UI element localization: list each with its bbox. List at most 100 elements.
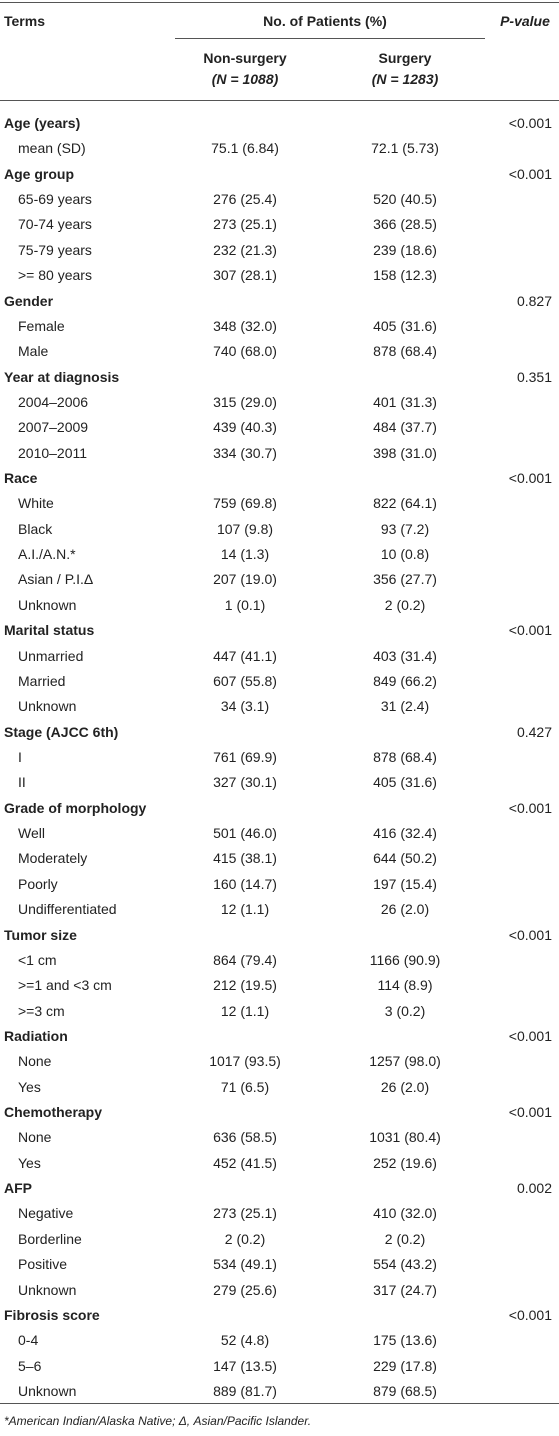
surgery-cell: 175 (13.6) (373, 1332, 437, 1349)
section-title: Gender (4, 292, 54, 309)
non-surgery-cell: 307 (28.1) (213, 267, 277, 284)
non-surgery-cell: 276 (25.4) (213, 191, 277, 208)
row-label: II (18, 774, 26, 791)
non-surgery-cell: 12 (1.1) (220, 1002, 270, 1019)
surgery-cell: 229 (17.8) (373, 1357, 437, 1374)
surgery-cell: 410 (32.0) (373, 1205, 437, 1222)
header-group: No. of Patients (%) (263, 13, 387, 29)
section-title: AFP (4, 1180, 32, 1197)
non-surgery-cell: 534 (49.1) (213, 1256, 277, 1273)
non-surgery-cell: 334 (30.7) (213, 444, 277, 461)
p-value: <0.001 (508, 622, 552, 639)
row-label: 70-74 years (18, 216, 92, 233)
row-label: Married (18, 672, 66, 689)
non-surgery-cell: 160 (14.7) (213, 875, 277, 892)
non-surgery-cell: 761 (69.9) (213, 749, 277, 765)
surgery-cell: 93 (7.2) (380, 520, 430, 537)
top-rule (0, 2, 559, 3)
non-surgery-cell: 636 (58.5) (213, 1129, 277, 1146)
row-label: >=3 cm (18, 1002, 65, 1019)
section-title: Marital status (4, 622, 95, 639)
non-surgery-cell: 889 (81.7) (213, 1383, 277, 1399)
row-label: Borderline (18, 1230, 82, 1247)
non-surgery-cell: 232 (21.3) (213, 241, 277, 258)
non-surgery-cell: 75.1 (6.84) (211, 140, 279, 157)
surgery-cell: 401 (31.3) (373, 393, 437, 410)
p-value: <0.001 (508, 926, 552, 943)
non-surgery-cell: 415 (38.1) (213, 850, 277, 867)
surgery-cell: 72.1 (5.73) (371, 140, 439, 157)
row-label: I (18, 749, 22, 765)
non-surgery-cell: 34 (3.1) (220, 698, 270, 715)
p-value: <0.001 (508, 1027, 552, 1044)
surgery-cell: 26 (2.0) (380, 1078, 430, 1095)
surgery-cell: 158 (12.3) (373, 267, 437, 284)
non-surgery-cell: 279 (25.6) (213, 1281, 277, 1298)
surgery-cell: 2 (0.2) (384, 596, 426, 613)
row-label: 65-69 years (18, 191, 92, 208)
p-value: <0.001 (508, 115, 552, 131)
row-label: Female (18, 317, 65, 334)
non-surgery-cell: 212 (19.5) (213, 977, 277, 994)
surgery-cell: 31 (2.4) (380, 698, 430, 715)
row-label: None (18, 1129, 52, 1146)
section-title: Tumor size (4, 926, 77, 943)
surgery-cell: 878 (68.4) (373, 343, 437, 360)
non-surgery-cell: 501 (46.0) (213, 825, 277, 842)
surgery-cell: 356 (27.7) (373, 571, 437, 588)
surgery-cell: 484 (37.7) (373, 419, 437, 436)
p-value: <0.001 (508, 1104, 552, 1121)
row-label: Asian / P.I.Δ (18, 571, 94, 588)
header-rule (0, 100, 559, 101)
row-label: Unmarried (18, 647, 84, 664)
section-title: Fibrosis score (4, 1306, 100, 1323)
surgery-cell: 26 (2.0) (380, 901, 430, 918)
surgery-cell: 114 (8.9) (377, 977, 433, 994)
surgery-cell: 252 (19.6) (373, 1154, 437, 1171)
surgery-cell: 520 (40.5) (373, 191, 437, 208)
section-title: Grade of morphology (4, 799, 147, 816)
bottom-rule (0, 1403, 559, 1404)
p-value: <0.001 (508, 799, 552, 816)
row-label: Well (18, 825, 45, 842)
group-rule (175, 38, 485, 39)
surgery-cell: 878 (68.4) (373, 749, 437, 765)
non-surgery-cell: 273 (25.1) (213, 216, 277, 233)
surgery-cell: 1031 (80.4) (369, 1129, 441, 1146)
p-value: 0.351 (516, 368, 552, 385)
non-surgery-cell: 447 (41.1) (213, 647, 277, 664)
row-label: Unknown (18, 596, 77, 613)
surgery-cell: 405 (31.6) (373, 774, 437, 791)
section-title: Age group (4, 165, 74, 182)
non-surgery-cell: 1 (0.1) (224, 596, 266, 613)
non-surgery-cell: 439 (40.3) (213, 419, 277, 436)
non-surgery-cell: 71 (6.5) (220, 1078, 270, 1095)
p-value: <0.001 (508, 165, 552, 182)
row-label: None (18, 1053, 52, 1070)
surgery-cell: 2 (0.2) (384, 1230, 426, 1247)
row-label: >= 80 years (18, 267, 92, 284)
header-terms: Terms (4, 13, 45, 29)
section-title: Race (4, 470, 38, 487)
header-surgery: Surgery (378, 50, 432, 66)
non-surgery-cell: 452 (41.5) (213, 1154, 277, 1171)
non-surgery-cell: 1017 (93.5) (209, 1053, 281, 1070)
non-surgery-cell: 327 (30.1) (213, 774, 277, 791)
non-surgery-cell: 52 (4.8) (220, 1332, 270, 1349)
row-label: mean (SD) (18, 140, 86, 157)
row-label: 2004–2006 (18, 393, 89, 410)
non-surgery-cell: 348 (32.0) (213, 317, 277, 334)
non-surgery-cell: 740 (68.0) (213, 343, 277, 360)
section-title: Chemotherapy (4, 1104, 103, 1121)
row-label: Black (18, 520, 53, 537)
non-surgery-cell: 147 (13.5) (213, 1357, 277, 1374)
non-surgery-cell: 273 (25.1) (213, 1205, 277, 1222)
surgery-cell: 10 (0.8) (380, 546, 430, 563)
section-title: Radiation (4, 1027, 68, 1044)
non-surgery-cell: 12 (1.1) (220, 901, 270, 918)
p-value: <0.001 (508, 1306, 552, 1323)
p-value: 0.002 (516, 1180, 552, 1197)
surgery-cell: 554 (43.2) (373, 1256, 437, 1273)
surgery-cell: 1257 (98.0) (369, 1053, 441, 1070)
